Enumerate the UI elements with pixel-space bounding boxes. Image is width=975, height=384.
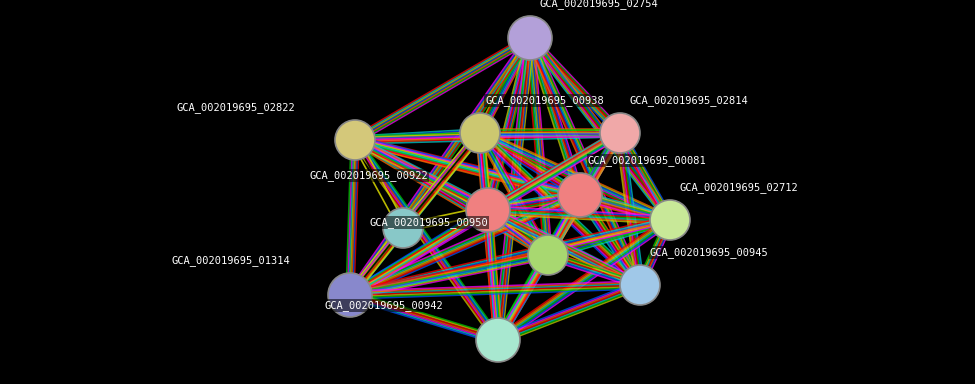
Text: GCA_002019695_02822: GCA_002019695_02822 [176,102,295,113]
Circle shape [460,113,500,153]
Circle shape [328,273,372,317]
Text: GCA_002019695_00081: GCA_002019695_00081 [588,155,707,166]
Circle shape [383,208,423,248]
Circle shape [620,265,660,305]
Circle shape [335,120,375,160]
Text: GCA_002019695_02754: GCA_002019695_02754 [540,0,659,9]
Circle shape [508,16,552,60]
Text: GCA_002019695_00942: GCA_002019695_00942 [325,300,443,311]
Circle shape [600,113,640,153]
Circle shape [528,235,568,275]
Text: GCA_002019695_00950: GCA_002019695_00950 [370,217,488,228]
Text: GCA_002019695_02814: GCA_002019695_02814 [630,95,749,106]
Text: GCA_002019695_02712: GCA_002019695_02712 [680,182,799,193]
Circle shape [476,318,520,362]
Text: GCA_002019695_01314: GCA_002019695_01314 [172,255,290,266]
Text: GCA_002019695_00945: GCA_002019695_00945 [650,247,768,258]
Circle shape [466,188,510,232]
Text: GCA_002019695_00938: GCA_002019695_00938 [485,95,604,106]
Circle shape [650,200,690,240]
Text: GCA_002019695_00922: GCA_002019695_00922 [309,170,428,181]
Circle shape [558,173,602,217]
